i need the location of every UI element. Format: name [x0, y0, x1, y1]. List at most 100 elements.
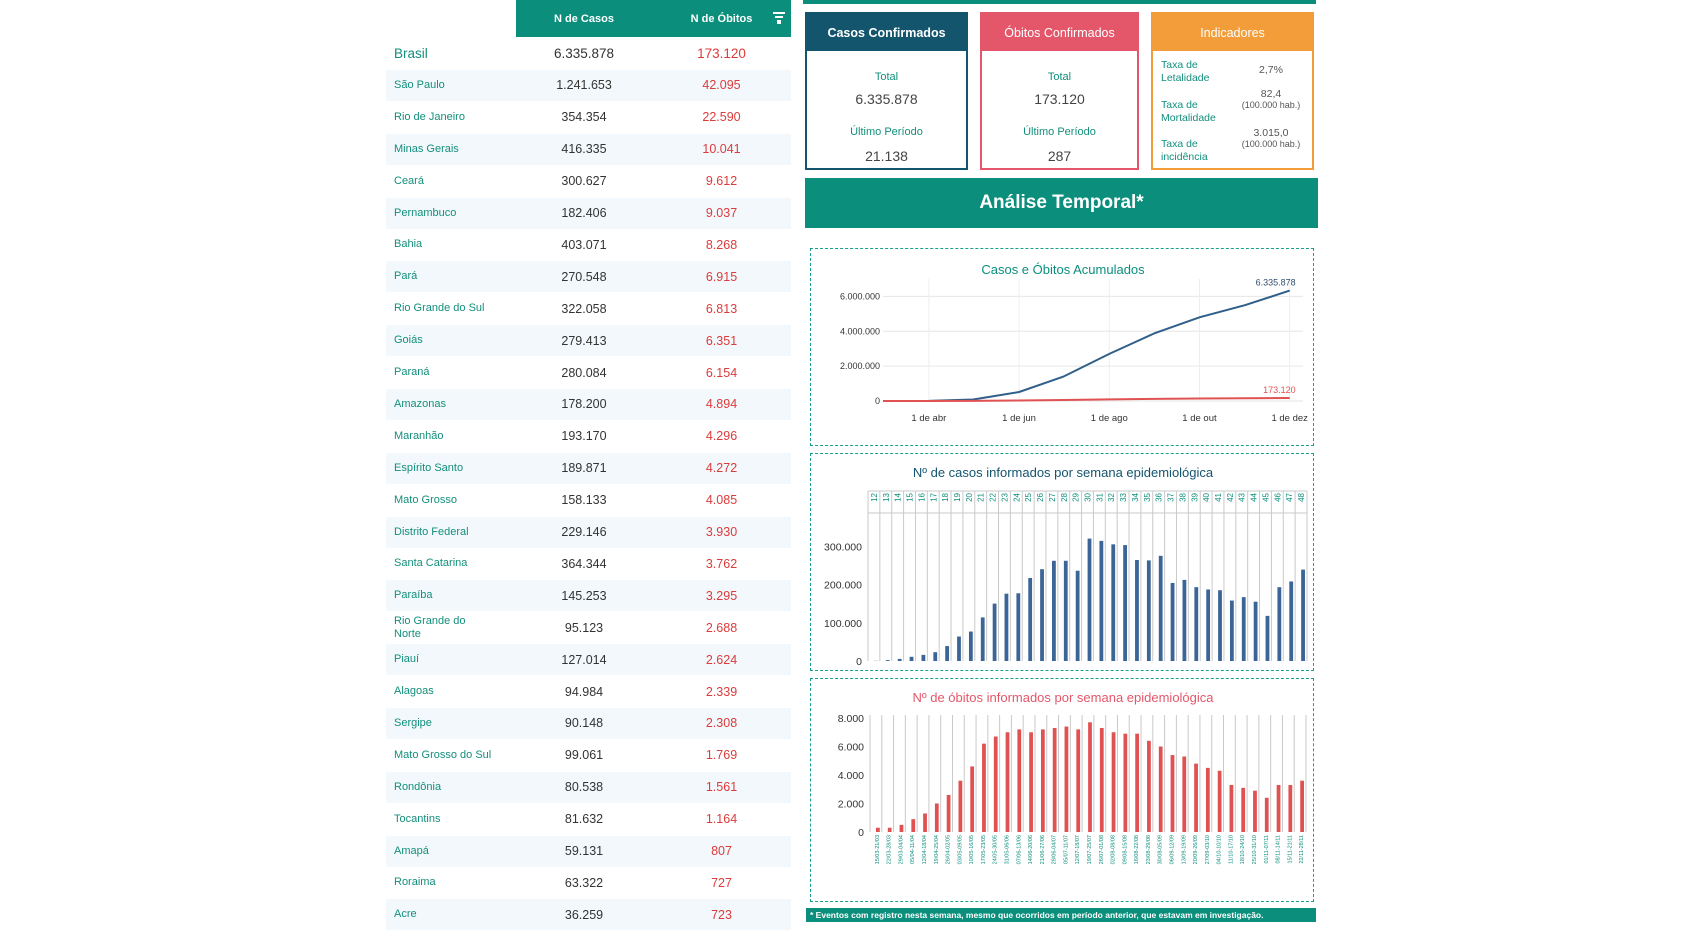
state-cases: 81.632 — [516, 804, 652, 835]
y-tick-label: 0 — [875, 396, 880, 406]
state-name: Rio de Janeiro — [394, 102, 494, 133]
category-label: 31/05-06/06 — [1005, 835, 1011, 864]
confirmed-card-title: Casos Confirmados — [807, 14, 966, 51]
state-cases: 6.335.878 — [516, 38, 652, 69]
category-label: 24/05-30/05 — [993, 835, 999, 864]
category-label: 33 — [1119, 492, 1128, 501]
filter-icon[interactable] — [773, 11, 785, 25]
weekly-cases-chart-svg: Nº de casos informados por semana epidem… — [811, 454, 1315, 672]
category-label: 46 — [1273, 492, 1282, 501]
header-cases[interactable]: N de Casos — [516, 0, 652, 37]
category-label: 08/11-14/11 — [1276, 835, 1282, 864]
bar — [1253, 791, 1257, 832]
indicators-card: Indicadores Taxa de Letalidade 2,7% Taxa… — [1151, 12, 1314, 170]
state-deaths: 4.272 — [652, 453, 791, 484]
state-name: Paraná — [394, 357, 494, 388]
weekly-deaths-chart-svg: Nº de óbitos informados por semana epide… — [811, 679, 1315, 903]
chart-title: Casos e Óbitos Acumulados — [981, 262, 1145, 277]
category-label: 06/09-12/09 — [1169, 835, 1175, 864]
state-deaths: 2.339 — [652, 676, 791, 707]
bar — [923, 813, 927, 832]
bar — [1171, 583, 1175, 661]
category-label: 14/06-20/06 — [1028, 835, 1034, 864]
state-cases: 364.344 — [516, 548, 652, 579]
state-cases: 300.627 — [516, 166, 652, 197]
bar — [1194, 587, 1198, 661]
bar — [886, 660, 890, 661]
y-tick-label: 300.000 — [824, 541, 862, 553]
category-label: 35 — [1143, 492, 1152, 501]
bar — [1123, 734, 1127, 832]
state-name: Brasil — [394, 38, 494, 69]
bar — [876, 828, 880, 832]
state-deaths: 723 — [652, 899, 791, 930]
bar — [1017, 729, 1021, 832]
category-label: 26 — [1036, 492, 1045, 501]
bar — [1301, 570, 1305, 661]
state-deaths: 3.930 — [652, 517, 791, 548]
category-label: 13 — [882, 492, 891, 501]
deaths-period-value: 287 — [982, 148, 1137, 164]
incidence-unit: (100.000 hab.) — [1236, 139, 1306, 150]
bar — [1088, 539, 1092, 661]
state-deaths: 1.769 — [652, 740, 791, 771]
state-name: Roraima — [394, 867, 494, 898]
category-label: 16/08-22/08 — [1134, 835, 1140, 864]
top-accent-bar — [803, 0, 1316, 4]
bar — [1218, 590, 1222, 661]
y-tick-label: 4.000 — [838, 770, 864, 782]
end-value-label: 6.335.878 — [1256, 278, 1296, 288]
category-label: 36 — [1155, 492, 1164, 501]
state-deaths: 4.894 — [652, 389, 791, 420]
state-cases: 403.071 — [516, 229, 652, 260]
bar — [1123, 545, 1127, 661]
bar — [970, 766, 974, 832]
state-cases: 63.322 — [516, 867, 652, 898]
bar — [1266, 616, 1270, 661]
bar — [1265, 798, 1269, 832]
state-name: Minas Gerais — [394, 134, 494, 165]
bar — [1076, 729, 1080, 832]
category-label: 01/11-07/11 — [1264, 835, 1270, 864]
header-deaths[interactable]: N de Óbitos — [652, 0, 791, 37]
bar — [957, 637, 961, 661]
weekly-deaths-chart[interactable]: Nº de óbitos informados por semana epide… — [810, 678, 1314, 902]
category-label: 29/03-04/04 — [898, 835, 904, 864]
bar — [935, 804, 939, 833]
mortality-label: Taxa de Mortalidade — [1161, 99, 1231, 125]
bar — [1277, 587, 1281, 661]
weekly-cases-chart[interactable]: Nº de casos informados por semana epidem… — [810, 453, 1314, 671]
category-label: 28/06-04/07 — [1052, 835, 1058, 864]
indicators-card-title: Indicadores — [1153, 14, 1312, 51]
bar — [1088, 722, 1092, 832]
